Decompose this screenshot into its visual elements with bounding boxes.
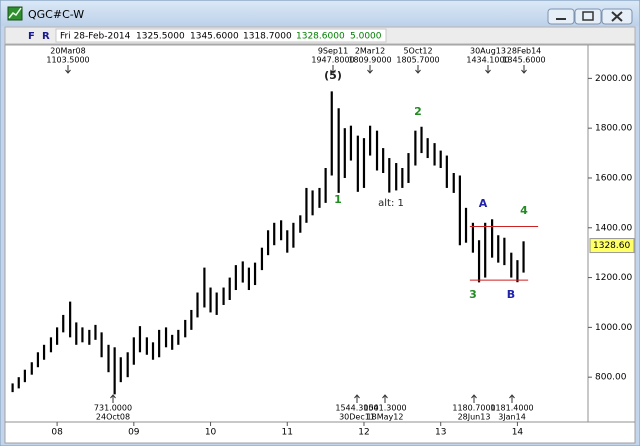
- x-tick-label: 14: [512, 428, 524, 438]
- annotation-date: 24Oct08: [96, 413, 130, 422]
- x-tick-label: 10: [205, 428, 217, 438]
- annotation-date: 18May12: [367, 413, 404, 422]
- x-tick-label: 12: [358, 428, 369, 438]
- annotation-arrow: [471, 394, 477, 403]
- annotation-arrow: [415, 65, 421, 74]
- x-tick-label: 11: [282, 428, 293, 438]
- wave-label: (5): [324, 69, 342, 82]
- wave-label: 3: [469, 288, 477, 301]
- quote-field: 1318.7000: [243, 32, 292, 42]
- annotation-arrow: [521, 65, 527, 74]
- title-bar: [1, 1, 639, 26]
- last-price-label: 1328.60: [593, 241, 630, 251]
- y-tick-label: 800.00: [595, 373, 627, 383]
- y-tick-label: 1600.00: [595, 173, 632, 183]
- annotation-arrow: [382, 394, 388, 403]
- quote-field: Fri 28-Feb-2014: [60, 32, 131, 42]
- x-tick-label: 08: [51, 428, 63, 438]
- annotation-date: 20Mar08: [50, 47, 85, 56]
- quote-field: 1325.5000: [136, 32, 185, 42]
- y-tick-label: 2000.00: [595, 74, 632, 84]
- annotation-value: 1544.3000: [335, 404, 378, 413]
- app-icon-glyph: [8, 7, 22, 19]
- annotation-value: 1809.9000: [348, 56, 391, 65]
- annotation-value: 1541.3000: [363, 404, 406, 413]
- annotation-value: 731.0000: [94, 404, 132, 413]
- annotation-value: 1805.7000: [396, 56, 439, 65]
- annotation-date: 2Mar12: [355, 47, 385, 56]
- maximize-button[interactable]: [574, 8, 602, 25]
- annotation-value: 1180.7000: [452, 404, 495, 413]
- chart-panel: [4, 44, 636, 444]
- x-tick-label: 09: [128, 428, 140, 438]
- annotation-arrow: [354, 394, 360, 403]
- toolbar-button[interactable]: F: [28, 31, 35, 42]
- wave-label: B: [507, 288, 515, 301]
- y-tick-label: 1000.00: [595, 323, 632, 333]
- annotation-value: 1947.8000: [311, 56, 354, 65]
- annotation-value: 1434.1000: [466, 56, 509, 65]
- y-tick-label: 1200.00: [595, 273, 632, 283]
- wave-label: 2: [414, 105, 422, 118]
- annotation-arrow: [110, 394, 116, 403]
- annotation-arrow: [330, 65, 336, 74]
- y-tick-label: 1800.00: [595, 124, 632, 134]
- annotation-arrow: [367, 65, 373, 74]
- annotation-arrow: [65, 65, 71, 74]
- maximize-glyph: [582, 11, 594, 21]
- annotation-date: 3Jan14: [498, 413, 526, 422]
- annotation-date: 28Jun13: [458, 413, 491, 422]
- y-tick-label: 1400.00: [595, 223, 632, 233]
- quote-field: 5.0000: [350, 32, 382, 42]
- annotation-value: 1181.4000: [490, 404, 533, 413]
- annotation-value: 1103.5000: [46, 56, 89, 65]
- wave-label: 1: [334, 193, 342, 206]
- minimize-button[interactable]: [547, 8, 575, 25]
- annotation-date: 5Oct12: [403, 47, 432, 56]
- annotation-date: 30Aug13: [470, 47, 506, 56]
- wave-label: alt: 1: [378, 198, 404, 209]
- quote-box: [55, 28, 387, 43]
- close-glyph: [611, 11, 623, 22]
- quote-field: 1345.6000: [190, 32, 239, 42]
- annotation-arrow: [485, 65, 491, 74]
- toolbar-button[interactable]: R: [42, 31, 50, 42]
- quote-field: 1328.6000: [296, 32, 345, 42]
- annotation-arrow: [509, 394, 515, 403]
- window-title: QGC#C-W: [28, 8, 84, 21]
- annotation-date: 30Dec11: [339, 413, 375, 422]
- annotation-date: 28Feb14: [507, 47, 542, 56]
- last-price-box: [589, 238, 635, 254]
- x-tick-label: 13: [435, 428, 446, 438]
- annotation-date: 9Sep11: [318, 47, 348, 56]
- wave-label: A: [479, 197, 488, 210]
- wave-label: 4: [520, 204, 528, 217]
- annotation-value: 1345.6000: [502, 56, 545, 65]
